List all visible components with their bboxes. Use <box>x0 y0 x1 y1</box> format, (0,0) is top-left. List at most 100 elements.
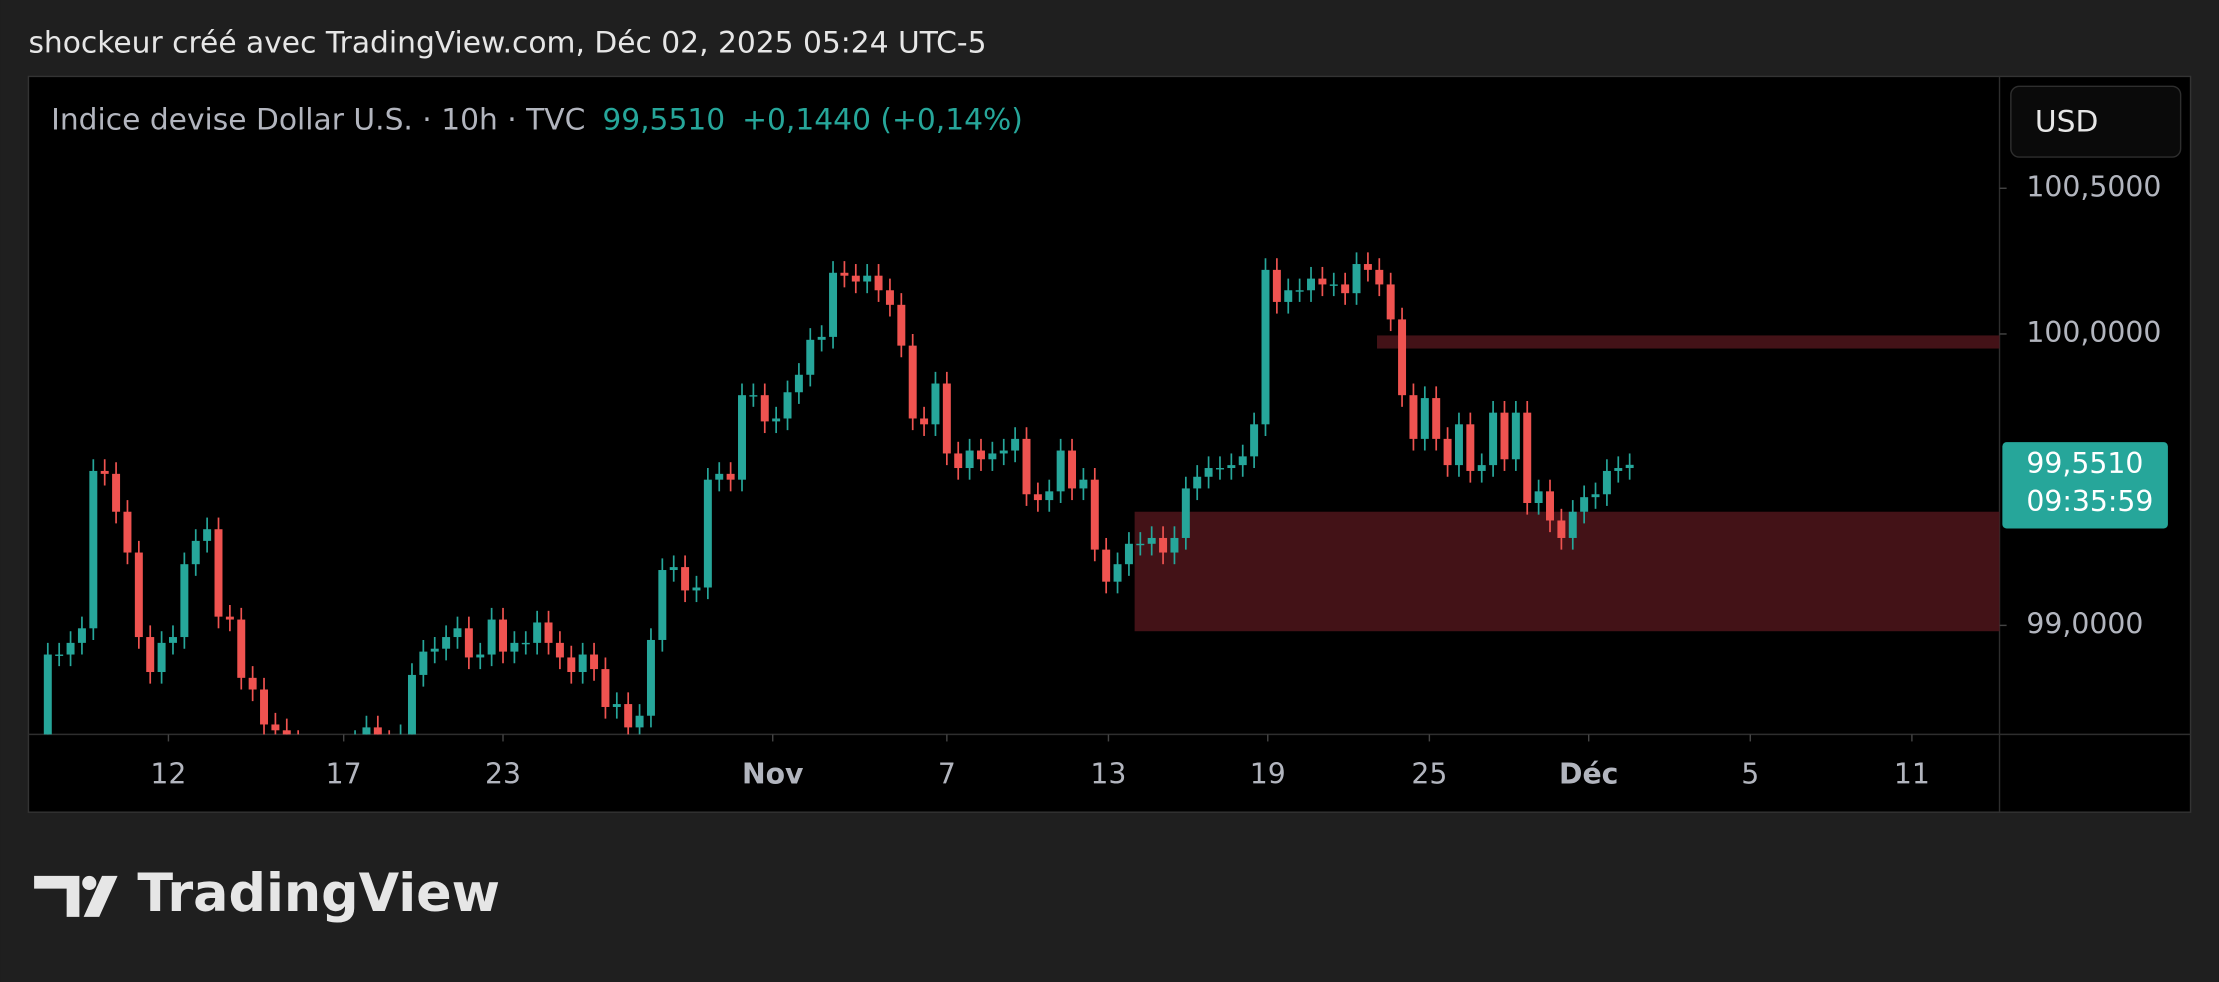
logo-slash <box>83 875 118 917</box>
candle-body <box>1318 278 1327 285</box>
candle-body <box>726 473 735 480</box>
zone <box>1134 511 2000 632</box>
candle-body <box>1341 284 1350 294</box>
candle-body <box>191 540 200 565</box>
candle-body <box>1580 497 1589 512</box>
candle-body <box>669 567 678 571</box>
candle-body <box>1591 494 1600 498</box>
candle-body <box>1398 319 1407 396</box>
chart-panel <box>27 75 2192 813</box>
candle-body <box>419 651 428 675</box>
symbol-title: Indice devise Dollar U.S. · 10h · TVC <box>51 102 585 137</box>
candle-body <box>373 727 382 735</box>
candle-body <box>817 336 826 340</box>
candle-body <box>1215 468 1224 470</box>
candle-body <box>863 275 872 282</box>
price-badge <box>2002 442 2168 529</box>
candle-body <box>715 473 724 480</box>
price-change: +0,1440 (+0,14%) <box>742 102 1023 137</box>
x-tick-label: 11 <box>1894 757 1930 790</box>
candle-body <box>1045 491 1054 501</box>
candle-body <box>1181 488 1190 538</box>
candle-body <box>407 674 416 735</box>
candle-body <box>464 628 473 658</box>
candle-body <box>1546 491 1554 521</box>
price-badge-label: 99,5510 <box>2026 447 2143 480</box>
candle-body <box>1284 290 1293 302</box>
candle-body <box>1568 511 1577 538</box>
candle-body <box>965 450 974 469</box>
candle-body <box>1420 398 1429 439</box>
candle-body <box>988 453 997 460</box>
candle-body <box>635 715 644 728</box>
candle-body <box>749 395 758 397</box>
candle-body <box>1409 395 1418 439</box>
candle-body <box>977 450 985 460</box>
candle-body <box>77 628 86 643</box>
candle-body <box>920 418 929 425</box>
candle-body <box>703 479 712 588</box>
candle-body <box>1227 465 1236 469</box>
x-tick-label: 12 <box>150 757 186 790</box>
chart-title: Indice devise Dollar U.S. · 10h · TVC 99,… <box>51 102 1023 137</box>
y-tick-label: 99,0000 <box>2026 607 2143 640</box>
candle-body <box>499 619 507 652</box>
x-tick-label: 7 <box>938 757 956 790</box>
countdown: 09:35:59 <box>2026 485 2153 518</box>
candle-body <box>134 552 143 638</box>
logo-t <box>34 875 80 917</box>
candle-body <box>692 587 701 591</box>
candle-body <box>931 383 940 425</box>
candle-body <box>612 704 621 707</box>
candle-body <box>1113 564 1122 582</box>
candle-body <box>624 704 633 728</box>
candle-body <box>942 383 951 454</box>
candle-body <box>453 628 462 638</box>
candle-body <box>954 453 963 469</box>
candle-body <box>772 418 781 422</box>
candle-body <box>1238 456 1247 466</box>
candle-body <box>1022 438 1031 495</box>
candle-body <box>806 339 815 375</box>
x-tick-label: 17 <box>326 757 362 790</box>
candle-body <box>1090 479 1099 550</box>
candle-body <box>362 727 371 735</box>
candle-body <box>1011 438 1020 451</box>
candle-body <box>897 304 906 346</box>
candle-body <box>521 642 530 645</box>
candle-body <box>123 511 132 553</box>
candle-body <box>180 564 189 638</box>
candle-body <box>544 622 553 643</box>
candle-body <box>1068 450 1077 489</box>
candle-body <box>168 637 177 643</box>
candle-body <box>1511 412 1520 460</box>
candle-body <box>681 567 690 591</box>
candle-body <box>214 529 223 617</box>
logo-dot <box>82 875 97 891</box>
candle-body <box>1056 450 1065 492</box>
candle-body <box>885 290 894 305</box>
y-tick-label: 100,0000 <box>2026 316 2161 349</box>
currency-button[interactable] <box>2010 85 2182 158</box>
candle-body <box>43 654 52 735</box>
candle-body <box>1500 412 1509 460</box>
candle-body <box>1033 494 1042 501</box>
x-tick-label: 19 <box>1250 757 1286 790</box>
logo-mark <box>34 875 118 917</box>
candle-body <box>829 272 838 337</box>
currency[interactable]: USD <box>2035 105 2098 140</box>
zone <box>1377 335 2000 349</box>
x-tick-label: Nov <box>742 757 804 790</box>
candle-body <box>1193 476 1202 489</box>
candle-body <box>1489 412 1498 466</box>
x-tick-label: 23 <box>485 757 521 790</box>
candle-body <box>567 657 576 673</box>
candle-body <box>510 642 519 652</box>
candle-body <box>112 473 121 512</box>
candle-body <box>1272 269 1281 302</box>
candle-body <box>783 392 792 419</box>
candle-body <box>590 654 599 670</box>
candle-body <box>1602 470 1611 495</box>
candle-body <box>1386 284 1395 320</box>
candle-body <box>874 275 883 291</box>
